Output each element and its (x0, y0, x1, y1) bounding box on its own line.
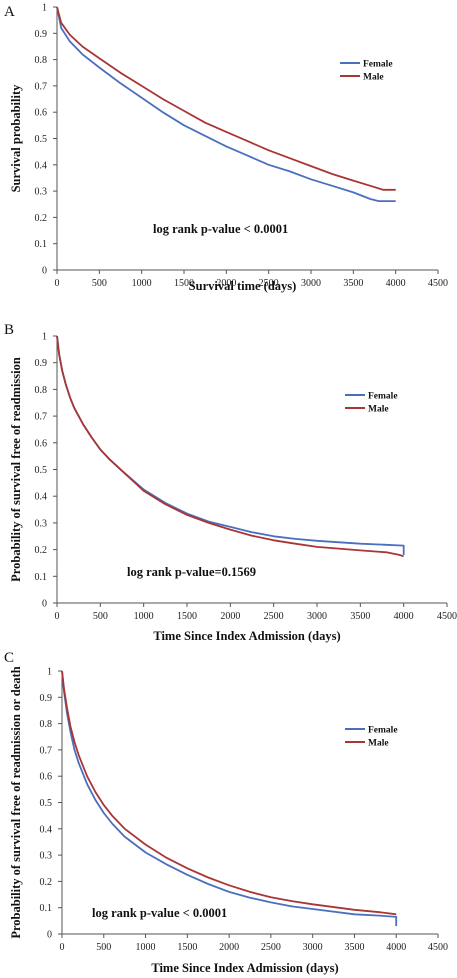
x-tick-label: 3500 (344, 942, 364, 953)
x-axis-title: Survival time (days) (189, 279, 297, 293)
panel-b: B 0 0.1 0.2 0.3 0.4 0.5 0.6 0.7 0.8 0.9 1 0 500 1000 1… (0, 318, 457, 646)
x-tick-label: 1500 (177, 611, 197, 622)
logrank-annotation: log rank p-value=0.1569 (127, 565, 256, 579)
panel-label: C (4, 650, 15, 666)
y-tick-label: 0 (42, 266, 47, 277)
y-tick-label: 1 (42, 332, 47, 343)
km-chart-c: 0 0.1 0.2 0.3 0.4 0.5 0.6 0.7 0.8 0.9 1 0 500 1000 150… (9, 666, 448, 975)
x-tick-label: 4000 (386, 942, 406, 953)
legend-label: Female (363, 60, 393, 70)
y-tick-label: 0.9 (35, 358, 48, 369)
y-tick-label: 0.4 (40, 824, 53, 835)
x-axis-title: Time Since Index Admission (days) (153, 629, 340, 643)
y-tick-label: 0.6 (35, 438, 48, 449)
y-tick-label: 0.2 (35, 545, 48, 556)
x-tick-label: 2000 (219, 942, 239, 953)
y-tick-label: 0.2 (40, 877, 53, 888)
x-tick-label: 2500 (261, 942, 281, 953)
y-axis-title: Survival probability (9, 84, 23, 193)
y-tick-label: 0.1 (40, 903, 53, 914)
series-line-male (56, 335, 404, 558)
series-line-female (61, 670, 398, 927)
y-tick-label: 0.3 (35, 187, 48, 198)
y-tick-label: 0.9 (40, 693, 53, 704)
y-tick-label: 0.5 (40, 798, 53, 809)
series-line-male (61, 670, 397, 916)
y-tick-label: 0 (42, 599, 47, 610)
legend-label: Female (368, 726, 398, 736)
x-tick-label: 2000 (216, 278, 236, 289)
panel-c: C 0 0.1 0.2 0.3 0.4 0.5 0.6 0.7 0.8 0.9 1 0 500 1000 1… (0, 646, 457, 978)
x-tick-label: 3000 (303, 942, 323, 953)
x-tick-label: 4500 (428, 278, 448, 289)
x-tick-label: 1000 (132, 278, 152, 289)
y-tick-label: 0.2 (35, 213, 48, 224)
y-tick-label: 0.3 (40, 851, 53, 862)
y-tick-label: 0 (47, 930, 52, 941)
y-tick-label: 0.7 (35, 412, 48, 423)
y-tick-label: 0.4 (35, 492, 48, 503)
legend-label: Male (368, 405, 389, 415)
series-line-female (56, 6, 396, 202)
x-tick-label: 4500 (428, 942, 448, 953)
y-tick-label: 0.1 (35, 572, 48, 583)
y-tick-label: 0.1 (35, 239, 48, 250)
y-tick-label: 1 (42, 3, 47, 14)
legend-label: Male (368, 739, 389, 749)
x-tick-label: 4500 (437, 611, 457, 622)
y-tick-label: 0.4 (35, 160, 48, 171)
y-tick-label: 0.5 (35, 134, 48, 145)
km-chart-a: 0 0.1 0.2 0.3 0.4 0.5 0.6 0.7 0.8 0.9 1 0 500 1000 150… (9, 3, 448, 294)
y-tick-label: 0.6 (35, 108, 48, 119)
x-tick-label: 2500 (264, 611, 284, 622)
km-chart-b: 0 0.1 0.2 0.3 0.4 0.5 0.6 0.7 0.8 0.9 1 0 500 1000 150… (9, 332, 457, 644)
series-line-male (56, 6, 396, 191)
y-tick-label: 0.9 (35, 29, 48, 40)
x-tick-label: 0 (55, 611, 60, 622)
x-tick-label: 500 (92, 278, 107, 289)
x-tick-label: 3500 (350, 611, 370, 622)
panel-label: A (4, 4, 15, 20)
x-tick-label: 3500 (343, 278, 363, 289)
panel-a: A 0 0.1 0.2 0.3 0.4 0.5 0.6 0.7 0.8 0.9 1 0 500 1000 1… (0, 0, 457, 318)
y-tick-label: 0.7 (35, 81, 48, 92)
y-tick-label: 0.6 (40, 772, 53, 783)
y-tick-label: 0.3 (35, 518, 48, 529)
x-tick-label: 500 (96, 942, 111, 953)
y-axis-title: Probability of survival free of readmiss… (9, 357, 23, 582)
legend-label: Male (363, 73, 384, 83)
y-tick-label: 0.8 (35, 385, 48, 396)
y-tick-label: 1 (47, 667, 52, 678)
x-tick-label: 1500 (174, 278, 194, 289)
x-tick-label: 3000 (307, 611, 327, 622)
panel-label: B (4, 322, 15, 338)
y-axis-title: Probability of survival free of readmiss… (9, 666, 23, 938)
x-tick-label: 1500 (177, 942, 197, 953)
x-axis-title: Time Since Index Admission (days) (151, 961, 338, 975)
logrank-annotation: log rank p-value < 0.0001 (92, 906, 227, 920)
y-tick-label: 0.8 (35, 55, 48, 66)
x-tick-label: 1000 (134, 611, 154, 622)
x-tick-label: 500 (93, 611, 108, 622)
x-tick-label: 0 (55, 278, 60, 289)
x-tick-label: 4000 (386, 278, 406, 289)
x-tick-label: 0 (60, 942, 65, 953)
logrank-annotation: log rank p-value < 0.0001 (153, 222, 288, 236)
y-tick-label: 0.8 (40, 719, 53, 730)
legend-label: Female (368, 392, 398, 402)
x-tick-label: 2000 (220, 611, 240, 622)
x-tick-label: 4000 (394, 611, 414, 622)
x-tick-label: 3000 (301, 278, 321, 289)
x-tick-label: 1000 (136, 942, 156, 953)
y-tick-label: 0.7 (40, 745, 53, 756)
x-tick-label: 2500 (259, 278, 279, 289)
y-tick-label: 0.5 (35, 465, 48, 476)
series-line-female (56, 335, 405, 555)
